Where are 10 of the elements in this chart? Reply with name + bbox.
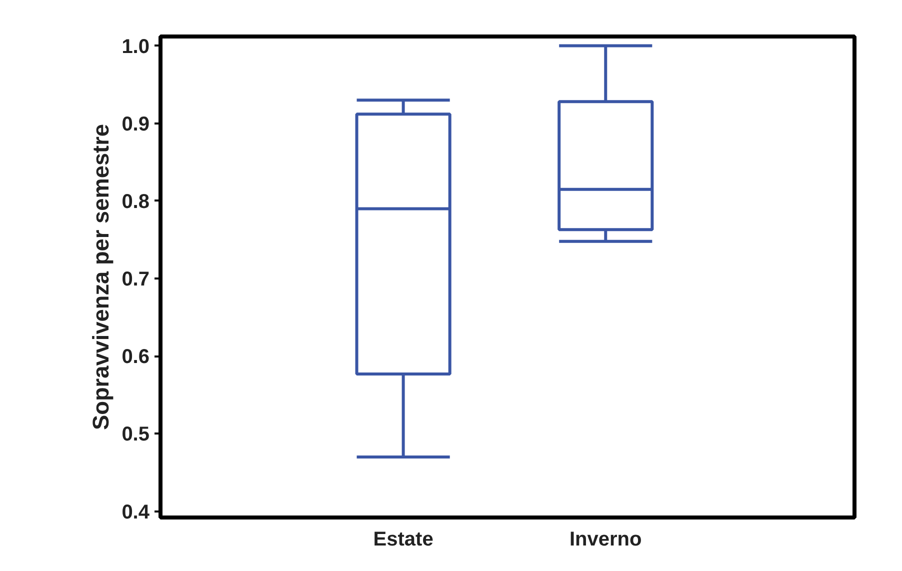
y-tick-label: 0.5 [122, 424, 150, 446]
y-tick-label: 0.6 [122, 346, 150, 368]
x-tick-label: Inverno [570, 528, 642, 550]
y-axis-title: Sopravvivenza per semestre [88, 124, 114, 430]
x-tick-label: Estate [373, 528, 434, 550]
y-tick-label: 0.9 [122, 113, 150, 136]
y-tick-label: 0.4 [122, 501, 150, 524]
y-tick-label: 0.8 [122, 190, 150, 213]
y-tick-label: 1.0 [122, 36, 150, 58]
y-tick-label: 0.7 [122, 268, 150, 291]
